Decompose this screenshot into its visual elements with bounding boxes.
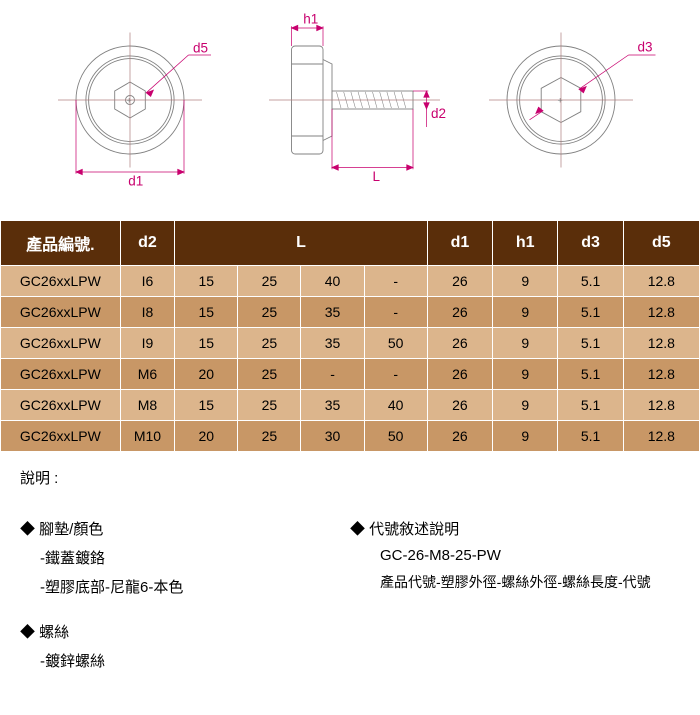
- table-cell: 5.1: [558, 297, 623, 328]
- diagram-rear: d3 +: [460, 10, 680, 190]
- diagram-area: d1 d5 +: [0, 0, 700, 220]
- label-d2: d2: [431, 106, 446, 121]
- table-cell: 40: [301, 266, 364, 297]
- table-cell: 40: [364, 390, 427, 421]
- notes-title: 說明 :: [20, 467, 680, 488]
- th-L: L: [175, 221, 428, 266]
- table-cell: 20: [175, 421, 238, 452]
- left-item1b: -塑膠底部-尼龍6-本色: [40, 576, 350, 597]
- table-row: GC26xxLPWI9152535502695.112.8: [1, 328, 700, 359]
- table-cell: 50: [364, 328, 427, 359]
- table-cell: 35: [301, 328, 364, 359]
- table-cell: 12.8: [623, 390, 699, 421]
- table-cell: 26: [427, 328, 492, 359]
- diagram-front: d1 d5 +: [20, 10, 240, 190]
- left-item1a: -鐵蓋鍍鉻: [40, 547, 350, 568]
- right-desc: 產品代號-塑膠外徑-螺絲外徑-螺絲長度-代號: [380, 572, 680, 592]
- th-h1: h1: [493, 221, 558, 266]
- table-cell: 5.1: [558, 359, 623, 390]
- table-cell: 26: [427, 390, 492, 421]
- table-cell: 9: [493, 328, 558, 359]
- table-row: GC26xxLPWI8152535-2695.112.8: [1, 297, 700, 328]
- spec-table: 產品編號. d2 L d1 h1 d3 d5 GC26xxLPWI6152540…: [0, 220, 700, 452]
- table-cell: 15: [175, 390, 238, 421]
- table-cell: 26: [427, 297, 492, 328]
- table-cell: M10: [120, 421, 174, 452]
- table-cell: 25: [238, 390, 301, 421]
- table-cell: -: [364, 297, 427, 328]
- table-cell: 25: [238, 328, 301, 359]
- table-cell: 35: [301, 390, 364, 421]
- table-cell: 9: [493, 421, 558, 452]
- table-cell: 25: [238, 266, 301, 297]
- table-row: GC26xxLPWM62025--2695.112.8: [1, 359, 700, 390]
- label-d5: d5: [193, 40, 208, 55]
- table-cell: 9: [493, 390, 558, 421]
- table-header-row: 產品編號. d2 L d1 h1 d3 d5: [1, 221, 700, 266]
- table-cell: 25: [238, 297, 301, 328]
- table-cell: I6: [120, 266, 174, 297]
- table-cell: GC26xxLPW: [1, 359, 121, 390]
- notes-right: ◆ 代號敘述說明 GC-26-M8-25-PW 產品代號-塑膠外徑-螺絲外徑-螺…: [350, 510, 680, 675]
- plus-mark-b: +: [557, 96, 562, 106]
- th-product-no: 產品編號.: [1, 221, 121, 266]
- table-cell: 26: [427, 421, 492, 452]
- label-d1: d1: [128, 174, 143, 189]
- table-cell: 15: [175, 328, 238, 359]
- table-cell: 25: [238, 359, 301, 390]
- left-heading2: ◆ 螺絲: [20, 621, 350, 642]
- label-h1: h1: [303, 12, 318, 27]
- table-cell: -: [301, 359, 364, 390]
- th-d5: d5: [623, 221, 699, 266]
- table-cell: 5.1: [558, 266, 623, 297]
- table-cell: 20: [175, 359, 238, 390]
- table-cell: 9: [493, 359, 558, 390]
- table-cell: GC26xxLPW: [1, 390, 121, 421]
- right-code: GC-26-M8-25-PW: [380, 547, 680, 564]
- table-cell: GC26xxLPW: [1, 297, 121, 328]
- table-cell: 50: [364, 421, 427, 452]
- right-heading1: ◆ 代號敘述說明: [350, 518, 680, 539]
- table-cell: 5.1: [558, 328, 623, 359]
- table-cell: 12.8: [623, 359, 699, 390]
- th-d2: d2: [120, 221, 174, 266]
- table-cell: 12.8: [623, 328, 699, 359]
- plus-mark: +: [126, 96, 131, 106]
- table-cell: 9: [493, 297, 558, 328]
- table-cell: 5.1: [558, 421, 623, 452]
- table-cell: 12.8: [623, 421, 699, 452]
- table-cell: 26: [427, 359, 492, 390]
- table-row: GC26xxLPWM10202530502695.112.8: [1, 421, 700, 452]
- label-L: L: [373, 169, 381, 184]
- notes-area: 說明 : ◆ 腳墊/顏色 -鐵蓋鍍鉻 -塑膠底部-尼龍6-本色 ◆ 螺絲 -鍍鋅…: [0, 452, 700, 715]
- table-cell: I9: [120, 328, 174, 359]
- th-d1: d1: [427, 221, 492, 266]
- table-cell: 9: [493, 266, 558, 297]
- th-d3: d3: [558, 221, 623, 266]
- table-cell: GC26xxLPW: [1, 421, 121, 452]
- table-cell: 30: [301, 421, 364, 452]
- table-cell: 15: [175, 266, 238, 297]
- table-cell: I8: [120, 297, 174, 328]
- table-cell: 12.8: [623, 297, 699, 328]
- table-cell: M6: [120, 359, 174, 390]
- table-cell: 12.8: [623, 266, 699, 297]
- label-d3: d3: [638, 39, 653, 54]
- table-cell: M8: [120, 390, 174, 421]
- notes-left: ◆ 腳墊/顏色 -鐵蓋鍍鉻 -塑膠底部-尼龍6-本色 ◆ 螺絲 -鍍鋅螺絲: [20, 510, 350, 675]
- table-cell: 35: [301, 297, 364, 328]
- diagram-side: h1 L d2: [240, 10, 460, 190]
- left-heading1: ◆ 腳墊/顏色: [20, 518, 350, 539]
- table-row: GC26xxLPWM8152535402695.112.8: [1, 390, 700, 421]
- table-cell: 25: [238, 421, 301, 452]
- table-cell: 5.1: [558, 390, 623, 421]
- left-item2a: -鍍鋅螺絲: [40, 650, 350, 671]
- table-cell: 26: [427, 266, 492, 297]
- table-cell: 15: [175, 297, 238, 328]
- table-cell: -: [364, 266, 427, 297]
- table-cell: -: [364, 359, 427, 390]
- table-cell: GC26xxLPW: [1, 328, 121, 359]
- table-row: GC26xxLPWI6152540-2695.112.8: [1, 266, 700, 297]
- table-cell: GC26xxLPW: [1, 266, 121, 297]
